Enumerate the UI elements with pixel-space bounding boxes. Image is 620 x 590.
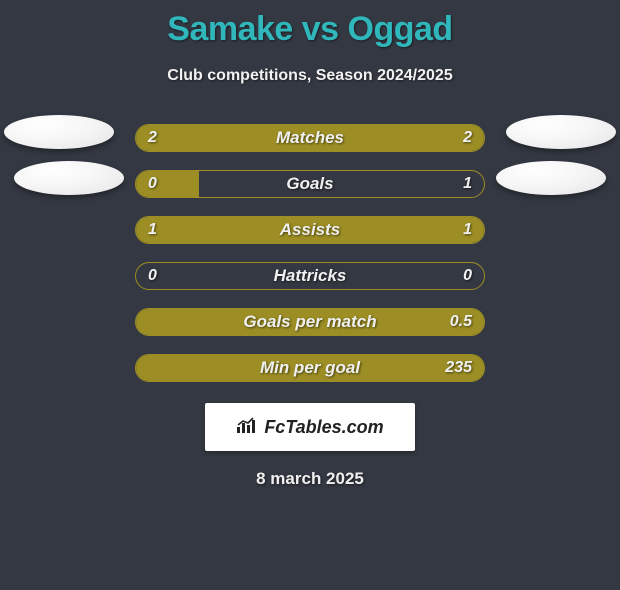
stat-bar-track: Hattricks 0 0 xyxy=(135,262,485,290)
stat-bar-track: Goals 0 1 xyxy=(135,170,485,198)
stat-value-left: 2 xyxy=(148,129,157,147)
stat-label: Min per goal xyxy=(260,358,360,378)
stat-row: Min per goal 235 xyxy=(0,345,620,391)
stat-label: Hattricks xyxy=(274,266,347,286)
stat-bar-track: Goals per match 0.5 xyxy=(135,308,485,336)
stat-bar-track: Matches 2 2 xyxy=(135,124,485,152)
brand-chart-icon xyxy=(236,416,258,439)
stat-value-left: 1 xyxy=(148,221,157,239)
stat-value-right: 0 xyxy=(463,267,472,285)
stat-value-right: 1 xyxy=(463,221,472,239)
stat-row: Matches 2 2 xyxy=(0,115,620,161)
stat-bar-track: Assists 1 1 xyxy=(135,216,485,244)
stat-label: Goals xyxy=(286,174,333,194)
stats-area: Matches22Goals01Assists11Hattricks00Goal… xyxy=(0,115,620,391)
brand-text: FcTables.com xyxy=(264,417,383,438)
stat-value-left: 0 xyxy=(148,175,157,193)
stat-row: Goals per match 0.5 xyxy=(0,299,620,345)
page-subtitle: Club competitions, Season 2024/2025 xyxy=(0,67,620,85)
stat-value-right: 235 xyxy=(445,359,472,377)
stat-label: Assists xyxy=(280,220,340,240)
page-title: Samake vs Oggad xyxy=(0,10,620,49)
brand-badge[interactable]: FcTables.com xyxy=(205,403,415,451)
stat-label: Matches xyxy=(276,128,344,148)
stat-value-right: 2 xyxy=(463,129,472,147)
stat-value-left: 0 xyxy=(148,267,157,285)
stat-row: Goals 0 1 xyxy=(0,161,620,207)
stat-bar-fill-left xyxy=(136,171,199,197)
stat-value-right: 0.5 xyxy=(450,313,472,331)
stat-row: Hattricks 0 0 xyxy=(0,253,620,299)
footer-date: 8 march 2025 xyxy=(0,469,620,489)
stat-label: Goals per match xyxy=(243,312,376,332)
stat-bar-track: Min per goal 235 xyxy=(135,354,485,382)
stat-value-right: 1 xyxy=(463,175,472,193)
stat-row: Assists 1 1 xyxy=(0,207,620,253)
